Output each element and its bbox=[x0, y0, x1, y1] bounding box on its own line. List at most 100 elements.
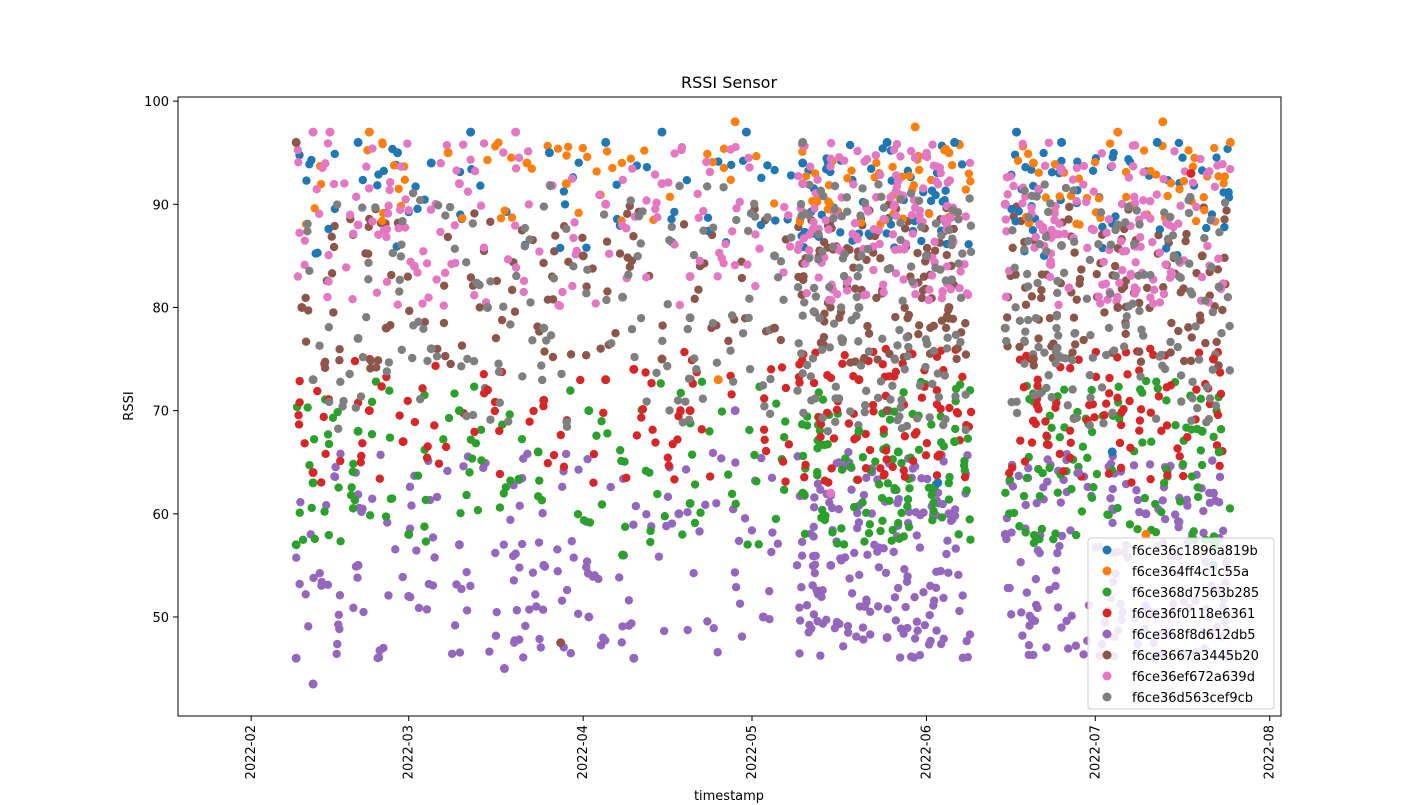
point-s4-0 bbox=[291, 653, 301, 663]
point-s2-4 bbox=[454, 406, 464, 416]
point-s7-0 bbox=[308, 375, 318, 385]
x-tick-label-6: 2022-08 bbox=[1263, 725, 1278, 779]
point-s6-1 bbox=[325, 127, 335, 137]
point-s2-11 bbox=[893, 447, 903, 457]
point-s6-7 bbox=[657, 179, 667, 189]
legend-marker-2 bbox=[1102, 587, 1112, 597]
point-s0-10 bbox=[933, 478, 943, 488]
point-s7-4 bbox=[539, 323, 549, 333]
point-s3-7 bbox=[685, 406, 695, 416]
point-s3-1 bbox=[364, 406, 374, 416]
point-s4-8 bbox=[629, 653, 639, 663]
point-s5-1 bbox=[297, 302, 307, 312]
y-axis-title: RSSI bbox=[122, 391, 137, 420]
point-s6-0 bbox=[308, 127, 318, 137]
point-s4-18 bbox=[1208, 488, 1218, 498]
point-s2-1 bbox=[308, 478, 318, 488]
point-s0-0 bbox=[353, 137, 363, 147]
point-s4-3 bbox=[404, 591, 414, 601]
point-s7-9 bbox=[854, 302, 864, 312]
point-s2-15 bbox=[1214, 447, 1224, 457]
point-s7-5 bbox=[618, 292, 628, 302]
point-s5-5 bbox=[657, 354, 667, 364]
point-s2-12 bbox=[950, 437, 960, 447]
point-s7-3 bbox=[483, 302, 493, 312]
point-s0-1 bbox=[392, 148, 402, 158]
plot-frame bbox=[177, 96, 1282, 717]
point-s0-13 bbox=[1057, 137, 1067, 147]
point-s6-10 bbox=[826, 488, 836, 498]
legend-marker-7 bbox=[1102, 692, 1112, 702]
point-s7-10 bbox=[921, 251, 931, 261]
point-s2-0 bbox=[291, 540, 301, 550]
point-s1-4 bbox=[713, 375, 723, 385]
legend-marker-0 bbox=[1102, 545, 1112, 555]
point-s1-1 bbox=[443, 148, 453, 158]
point-s4-6 bbox=[539, 560, 549, 570]
point-s2-3 bbox=[404, 529, 414, 539]
point-s4-16 bbox=[1073, 468, 1083, 478]
point-s2-5 bbox=[533, 447, 543, 457]
point-s4-9 bbox=[674, 509, 684, 519]
point-s6-6 bbox=[601, 199, 611, 209]
legend-box bbox=[1087, 537, 1275, 710]
point-s5-4 bbox=[578, 251, 588, 261]
point-s0-9 bbox=[882, 137, 892, 147]
point-s0-12 bbox=[1012, 127, 1022, 137]
point-s3-5 bbox=[601, 375, 611, 385]
point-s1-12 bbox=[1225, 137, 1235, 147]
data-points bbox=[291, 117, 1235, 689]
point-s1-8 bbox=[1028, 158, 1038, 168]
legend-marker-1 bbox=[1102, 566, 1112, 576]
point-s5-9 bbox=[1028, 354, 1038, 364]
point-s7-14 bbox=[1169, 251, 1179, 261]
point-s4-10 bbox=[730, 406, 740, 416]
point-s4-4 bbox=[454, 540, 464, 550]
point-s3-2 bbox=[398, 437, 408, 447]
legend-label-1: f6ce364ff4c1c55a bbox=[1132, 565, 1249, 580]
point-s3-3 bbox=[483, 385, 493, 395]
legend: f6ce36c1896a819b f6ce364ff4c1c55a f6ce368d… bbox=[1087, 537, 1275, 710]
legend-label-5: f6ce3667a3445b20 bbox=[1132, 649, 1259, 664]
point-s7-6 bbox=[685, 313, 695, 323]
point-s2-6 bbox=[584, 406, 594, 416]
point-s4-5 bbox=[499, 664, 509, 674]
y-tick-label-3: 80 bbox=[152, 301, 169, 316]
point-s7-1 bbox=[353, 333, 363, 343]
point-s2-10 bbox=[854, 426, 864, 436]
x-tick-label-5: 2022-07 bbox=[1088, 725, 1103, 779]
point-s7-7 bbox=[770, 251, 780, 261]
point-s0-8 bbox=[798, 158, 808, 168]
point-s2-14 bbox=[1197, 426, 1207, 436]
point-s5-8 bbox=[944, 302, 954, 312]
point-s6-5 bbox=[511, 127, 521, 137]
x-axis: 2022-02 2022-03 2022-04 2022-05 2022-06 2022-… bbox=[244, 716, 1278, 779]
x-tick-label-4: 2022-06 bbox=[919, 725, 934, 779]
point-s3-0 bbox=[308, 468, 318, 478]
point-s3-9 bbox=[1028, 416, 1038, 426]
point-s3-8 bbox=[854, 375, 864, 385]
point-s4-17 bbox=[1141, 509, 1151, 519]
point-s5-10 bbox=[1113, 302, 1123, 312]
point-s1-2 bbox=[522, 158, 532, 168]
point-s1-7 bbox=[944, 148, 954, 158]
point-s5-11 bbox=[1197, 251, 1207, 261]
point-s2-2 bbox=[353, 426, 363, 436]
point-s4-7 bbox=[584, 612, 594, 622]
point-s3-11 bbox=[1208, 354, 1218, 364]
legend-label-7: f6ce36d563cef9cb bbox=[1132, 691, 1253, 706]
point-s6-9 bbox=[798, 179, 808, 189]
point-s1-9 bbox=[1113, 127, 1123, 137]
y-tick-label-4: 90 bbox=[152, 198, 169, 213]
point-s0-3 bbox=[466, 127, 476, 137]
point-s4-11 bbox=[758, 612, 768, 622]
point-s4-15 bbox=[1000, 529, 1010, 539]
point-s1-3 bbox=[561, 179, 571, 189]
x-axis-title: timestamp bbox=[694, 789, 764, 804]
x-tick-label-0: 2022-02 bbox=[244, 725, 259, 779]
point-s5-6 bbox=[770, 323, 780, 333]
point-s6-8 bbox=[685, 272, 695, 282]
x-tick-label-2: 2022-04 bbox=[576, 725, 591, 779]
point-s2-7 bbox=[618, 550, 628, 560]
